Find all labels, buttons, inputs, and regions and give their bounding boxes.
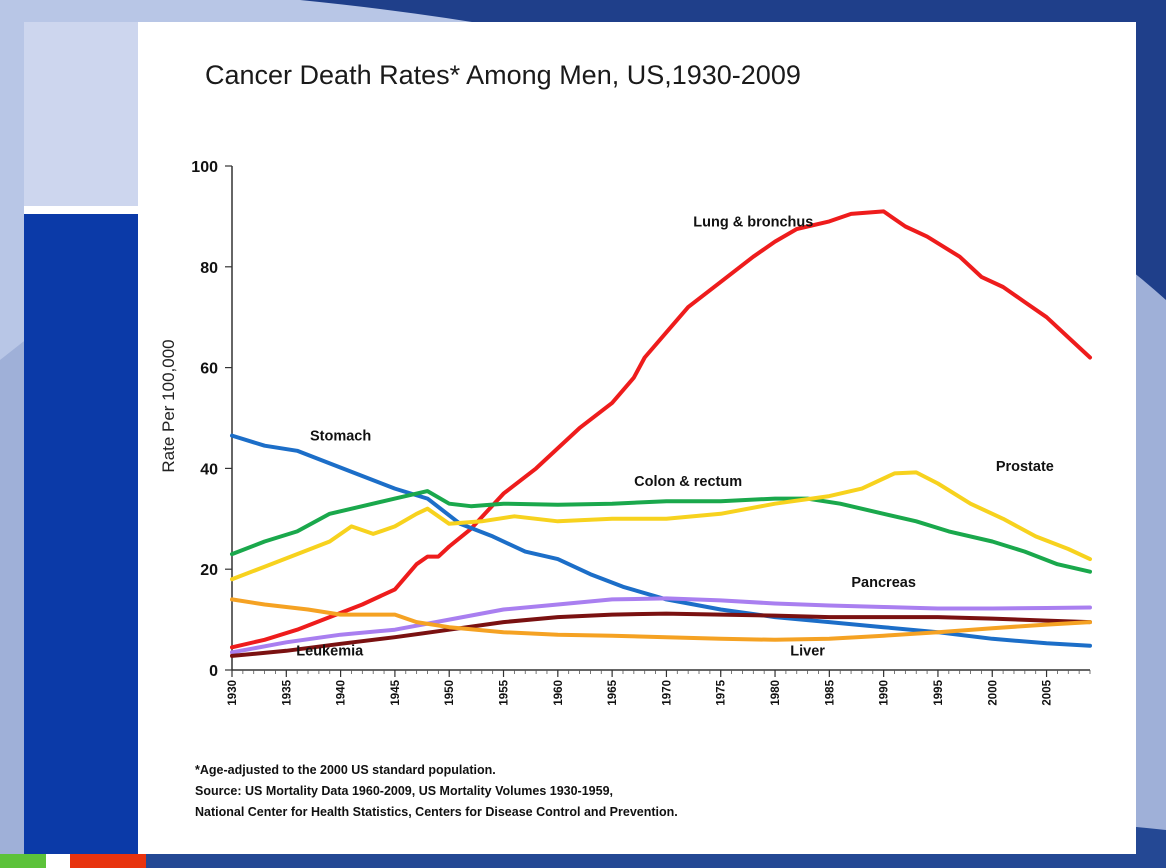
frame-light-block [24, 22, 138, 206]
series-label-stomach: Stomach [310, 429, 371, 445]
footnote-agencies: National Center for Health Statistics, C… [195, 805, 678, 819]
series-line-lung-bronchus [230, 209, 1092, 650]
footnote-source: Source: US Mortality Data 1960-2009, US … [195, 784, 613, 798]
y-tick-label: 100 [191, 159, 218, 176]
x-tick-label: 1945 [390, 679, 402, 705]
x-tick-label: 1995 [933, 679, 945, 705]
y-tick-label: 40 [200, 461, 218, 478]
series-line-liver [230, 597, 1092, 642]
frame-separator [24, 206, 138, 214]
x-tick-label: 1970 [661, 680, 673, 706]
y-tick-label: 60 [200, 361, 218, 378]
x-tick-label: 1955 [499, 679, 511, 705]
y-axis-label: Rate Per 100,000 [159, 339, 178, 472]
x-tick-label: 1930 [227, 680, 239, 706]
series-line-leukemia [230, 611, 1092, 658]
x-tick-label: 2000 [987, 680, 999, 706]
x-tick-label: 1990 [879, 680, 891, 706]
x-tick-label: 1940 [336, 680, 348, 706]
x-tick-label: 1935 [281, 679, 293, 705]
x-tick-label: 1950 [444, 680, 456, 706]
accent-green-square [0, 854, 46, 868]
x-tick-label: 1965 [607, 679, 619, 705]
x-tick-label: 1980 [770, 680, 782, 706]
footnote-age-adjusted: *Age-adjusted to the 2000 US standard po… [195, 763, 496, 777]
series-line-pancreas [230, 596, 1092, 655]
y-tick-label: 20 [200, 562, 218, 579]
series-line-colon-rectum [230, 489, 1092, 574]
y-tick-label: 80 [200, 260, 218, 277]
accent-white-square [46, 854, 70, 868]
accent-red-square [70, 854, 146, 868]
slide-panel [24, 22, 1136, 854]
series-label-prostate: Prostate [996, 459, 1054, 475]
chart-title: Cancer Death Rates* Among Men, US,1930-2… [205, 60, 801, 90]
series-label-liver: Liver [790, 643, 825, 659]
series-line-prostate [230, 470, 1092, 582]
frame-blue-bar [24, 214, 138, 854]
x-tick-label: 1960 [553, 680, 565, 706]
x-tick-label: 2005 [1042, 679, 1054, 705]
series-label-pancreas: Pancreas [851, 575, 916, 591]
series-label-leukemia: Leukemia [296, 643, 364, 659]
x-tick-label: 1975 [716, 679, 728, 705]
series-line-stomach [230, 433, 1092, 648]
series-label-lung-bronchus: Lung & bronchus [693, 214, 813, 230]
series-label-colon-rectum: Colon & rectum [634, 474, 742, 490]
x-tick-label: 1985 [824, 679, 836, 705]
y-tick-label: 0 [209, 663, 218, 680]
